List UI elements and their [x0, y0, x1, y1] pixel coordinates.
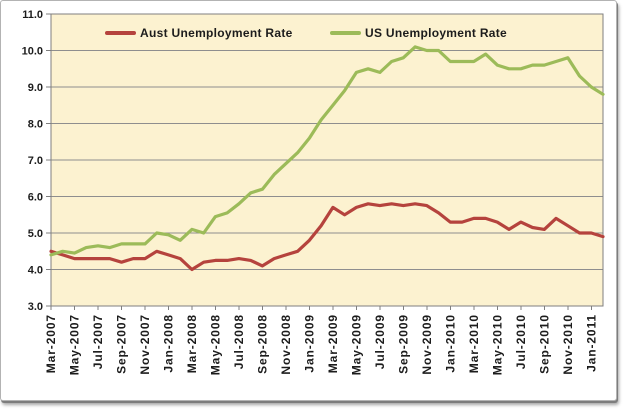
- us-line-swatch-icon: [330, 31, 361, 35]
- y-tick-label: 5.0: [28, 228, 43, 240]
- legend-aust-unemployment: Aust Unemployment Rate: [105, 25, 293, 41]
- aust-line-swatch-icon: [105, 31, 136, 35]
- legend-us-unemployment: US Unemployment Rate: [330, 25, 507, 41]
- x-tick-label: Jul-2010: [514, 314, 528, 369]
- y-tick-label: 8.0: [28, 119, 43, 131]
- y-tick-label: 9.0: [28, 82, 43, 94]
- x-tick-label: Mar-2009: [326, 314, 340, 373]
- x-tick-label: Sep-2010: [537, 314, 551, 374]
- x-tick-label: Jul-2009: [373, 314, 387, 369]
- x-tick-label: May-2010: [490, 314, 504, 375]
- x-tick-label: Sep-2008: [255, 314, 269, 374]
- y-tick-label: 10.0: [22, 46, 43, 58]
- y-tick-label: 6.0: [28, 192, 43, 204]
- x-tick-label: Mar-2008: [185, 314, 199, 373]
- x-tick-label: Sep-2007: [114, 314, 128, 374]
- x-tick-label: Jan-2011: [584, 314, 598, 372]
- x-tick-label: Jan-2008: [161, 314, 175, 373]
- y-tick-label: 7.0: [28, 155, 43, 167]
- x-tick-label: Mar-2010: [467, 314, 481, 373]
- x-tick-label: Jan-2009: [302, 314, 316, 373]
- plot-border: [50, 13, 604, 307]
- x-tick-label: Jan-2010: [443, 314, 457, 373]
- aust-unemployment-line: [49, 202, 605, 272]
- x-tick-label: May-2007: [67, 314, 81, 375]
- x-tick-label: Jul-2007: [91, 314, 105, 369]
- chart-frame: 11.0 10.0 9.0 8.0 7.0 6.0 5.0 4.0 3.0 Mar-2007 May…: [0, 0, 617, 401]
- y-tick-label: 4.0: [28, 265, 43, 277]
- x-tick-label: Jul-2008: [232, 314, 246, 369]
- x-tick-label: Nov-2009: [420, 314, 434, 375]
- x-tick-label: Mar-2007: [44, 314, 58, 373]
- x-tick-label: May-2008: [208, 314, 222, 375]
- x-tick-label: May-2009: [349, 314, 363, 375]
- x-tick-label: Nov-2007: [138, 314, 152, 375]
- legend-aust-label: Aust Unemployment Rate: [140, 26, 293, 40]
- x-tick-label: Sep-2009: [396, 314, 410, 374]
- us-unemployment-line: [49, 45, 605, 257]
- y-tick-label: 11.0: [22, 9, 43, 21]
- x-tick-label: Nov-2010: [561, 314, 575, 375]
- legend-us-label: US Unemployment Rate: [365, 26, 508, 40]
- y-tick-label: 3.0: [28, 301, 43, 313]
- x-tick-label: Nov-2008: [279, 314, 293, 375]
